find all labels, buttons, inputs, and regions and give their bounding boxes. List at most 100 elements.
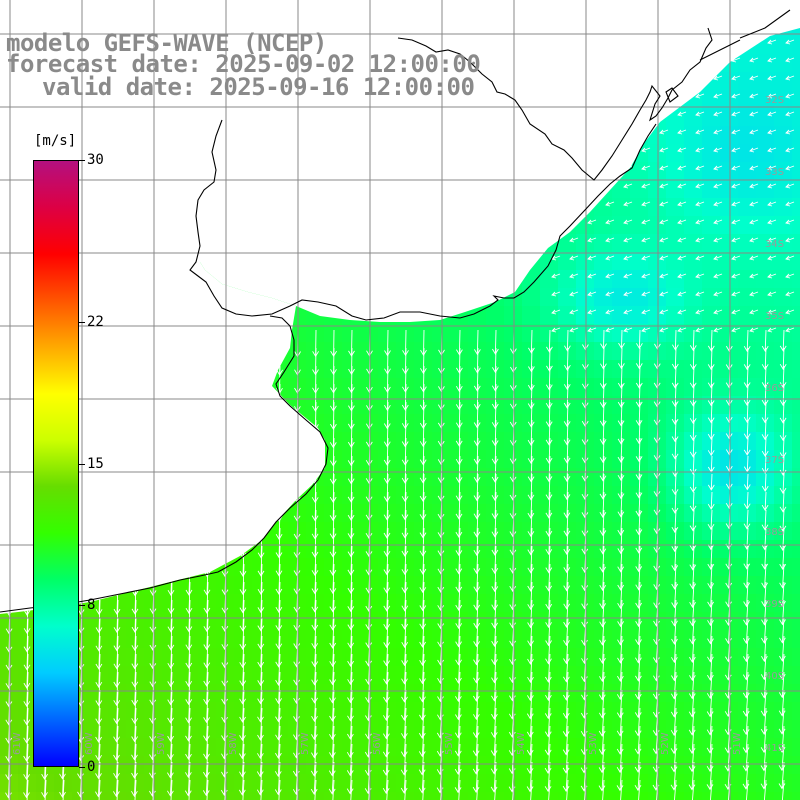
wind-arrow	[767, 129, 777, 135]
wind-arrow	[185, 725, 192, 760]
wind-arrow	[677, 237, 687, 243]
wind-arrow	[785, 291, 795, 297]
wind-cell	[774, 198, 793, 217]
wind-arrow	[256, 761, 264, 796]
wind-arrow	[546, 329, 553, 353]
wind-arrow	[671, 563, 679, 590]
wind-arrow	[707, 347, 715, 371]
wind-arrow	[779, 383, 787, 407]
wind-arrow	[688, 671, 696, 700]
wind-arrow	[311, 671, 318, 704]
colorbar-tick-label: 8	[87, 597, 96, 614]
wind-arrow	[731, 111, 741, 117]
wind-arrow	[401, 527, 409, 557]
wind-arrow	[346, 743, 354, 777]
wind-cell	[756, 72, 775, 91]
wind-cell	[630, 288, 649, 307]
wind-arrow	[491, 491, 499, 520]
wind-cell	[540, 306, 559, 325]
wind-arrow	[527, 401, 535, 428]
wind-cell	[630, 198, 649, 217]
wind-arrow	[257, 707, 264, 741]
wind-arrow	[401, 617, 409, 649]
wind-cell	[756, 180, 775, 199]
wind-arrow	[743, 419, 751, 440]
wind-arrow	[598, 725, 606, 756]
wind-arrow	[563, 581, 571, 610]
wind-cell	[612, 270, 631, 289]
wind-arrow	[203, 707, 210, 742]
wind-arrow	[548, 779, 551, 800]
wind-arrow	[779, 365, 787, 389]
wind-arrow	[329, 527, 337, 558]
wind-arrow	[526, 761, 534, 793]
wind-arrow	[689, 545, 697, 571]
wind-arrow	[707, 491, 715, 510]
wind-arrow	[545, 635, 552, 665]
wind-arrow	[383, 581, 391, 612]
wind-arrow	[185, 671, 193, 706]
wind-arrow	[713, 237, 723, 243]
wind-arrow	[275, 671, 282, 705]
wind-arrow	[260, 779, 263, 800]
wind-arrow	[713, 183, 723, 189]
wind-arrow	[401, 635, 408, 667]
wind-arrow	[491, 581, 499, 611]
wind-arrow	[670, 671, 678, 700]
wind-arrow	[695, 219, 705, 225]
wind-arrow	[329, 509, 337, 540]
wind-arrow	[382, 743, 390, 776]
wind-arrow	[455, 689, 462, 721]
wind-arrow	[677, 183, 687, 189]
wind-arrow	[347, 671, 354, 704]
wind-arrow	[314, 779, 317, 800]
wind-arrow	[671, 509, 679, 534]
wind-arrow	[743, 491, 751, 510]
wind-arrow	[785, 165, 795, 171]
wind-arrow	[257, 725, 264, 760]
wind-arrow	[617, 383, 625, 408]
wind-arrow	[418, 725, 426, 758]
wind-arrow	[113, 689, 121, 725]
wind-arrow	[563, 491, 571, 519]
wind-arrow	[598, 671, 606, 701]
wind-arrow	[526, 743, 534, 775]
wind-arrow	[713, 255, 723, 261]
wind-arrow	[491, 653, 498, 684]
wind-arrow	[635, 401, 643, 427]
wind-arrow	[401, 473, 409, 503]
wind-arrow	[404, 779, 407, 800]
wind-arrow	[616, 761, 624, 792]
wind-arrow	[116, 779, 119, 800]
wind-arrow	[677, 219, 687, 225]
wind-cell	[792, 90, 800, 109]
wind-arrow	[382, 761, 390, 795]
wind-arrow	[785, 111, 795, 117]
wind-arrow	[311, 563, 319, 595]
wind-cell	[792, 144, 800, 163]
wind-arrow	[731, 237, 741, 243]
wind-arrow	[731, 255, 741, 261]
wind-arrow	[713, 291, 723, 297]
wind-arrow	[599, 581, 606, 610]
wind-arrow	[455, 581, 463, 611]
wind-arrow	[329, 473, 337, 503]
wind-arrow	[491, 617, 498, 647]
land-mask-west	[0, 0, 325, 614]
wind-arrow	[659, 165, 669, 171]
wind-arrow	[275, 635, 283, 668]
wind-arrow	[473, 671, 480, 702]
wind-arrow	[713, 219, 723, 225]
wind-arrow	[767, 57, 777, 63]
wind-arrow	[767, 93, 777, 99]
wind-arrow	[239, 599, 247, 632]
wind-arrow	[731, 75, 741, 81]
wind-arrow	[491, 671, 498, 702]
wind-arrow	[347, 635, 354, 667]
wind-arrow	[347, 473, 355, 503]
wind-arrow	[634, 707, 642, 737]
wind-cell	[792, 702, 800, 721]
wind-arrow	[761, 635, 768, 663]
wind-arrow	[476, 779, 479, 800]
wind-arrow	[600, 347, 607, 370]
